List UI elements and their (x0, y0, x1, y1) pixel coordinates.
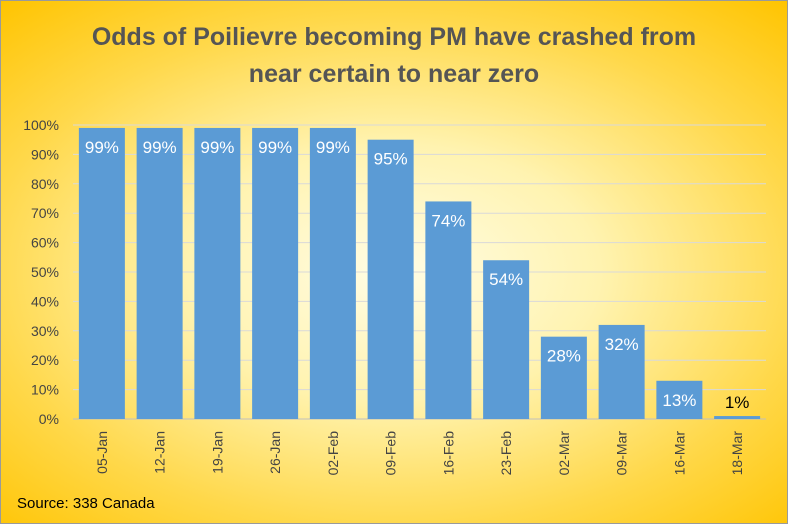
y-tick-label: 20% (31, 352, 59, 368)
bar (483, 260, 530, 419)
data-label: 13% (662, 391, 696, 410)
bar (136, 127, 183, 419)
y-tick-label: 90% (31, 146, 59, 162)
bar (656, 380, 703, 419)
bar (309, 127, 356, 419)
data-label: 28% (547, 347, 581, 366)
x-tick-label: 09-Feb (383, 431, 399, 476)
data-label: 74% (431, 211, 465, 230)
data-label: 1% (725, 393, 750, 412)
y-tick-label: 50% (31, 264, 59, 280)
x-tick-label: 16-Feb (440, 431, 456, 476)
y-tick-label: 40% (31, 293, 59, 309)
x-tick-label: 02-Mar (556, 431, 572, 476)
y-tick-label: 100% (23, 117, 59, 133)
x-tick-label: 26-Jan (267, 431, 283, 474)
bar (367, 139, 414, 419)
x-tick-label: 02-Feb (325, 431, 341, 476)
data-label: 32% (605, 335, 639, 354)
x-tick-label: 12-Jan (152, 431, 168, 474)
chart-title: Odds of Poilievre becoming PM have crash… (1, 19, 787, 93)
x-tick-label: 19-Jan (209, 431, 225, 474)
y-tick-label: 0% (39, 411, 59, 427)
bar (78, 127, 125, 419)
data-label: 54% (489, 270, 523, 289)
data-label: 99% (258, 138, 292, 157)
data-label: 99% (316, 138, 350, 157)
x-tick-label: 09-Mar (614, 431, 630, 476)
bar (540, 336, 587, 419)
bar (425, 201, 472, 419)
data-label: 99% (143, 138, 177, 157)
x-tick-label: 05-Jan (94, 431, 110, 474)
chart-title-line-2: near certain to near zero (248, 60, 540, 88)
data-label: 99% (85, 138, 119, 157)
x-tick-label: 18-Mar (729, 431, 745, 476)
y-tick-label: 30% (31, 323, 59, 339)
y-tick-label: 60% (31, 235, 59, 251)
data-label: 95% (374, 150, 408, 169)
x-tick-label: 23-Feb (498, 431, 514, 476)
source-note: Source: 338 Canada (17, 495, 155, 512)
bar (714, 416, 761, 419)
y-tick-label: 80% (31, 176, 59, 192)
bar (252, 127, 299, 419)
x-tick-label: 16-Mar (671, 431, 687, 476)
chart-title-line-1: Odds of Poilievre becoming PM have crash… (91, 23, 697, 51)
bar (598, 324, 645, 419)
y-tick-label: 70% (31, 205, 59, 221)
data-label: 99% (200, 138, 234, 157)
bar (194, 127, 241, 419)
y-tick-label: 10% (31, 382, 59, 398)
